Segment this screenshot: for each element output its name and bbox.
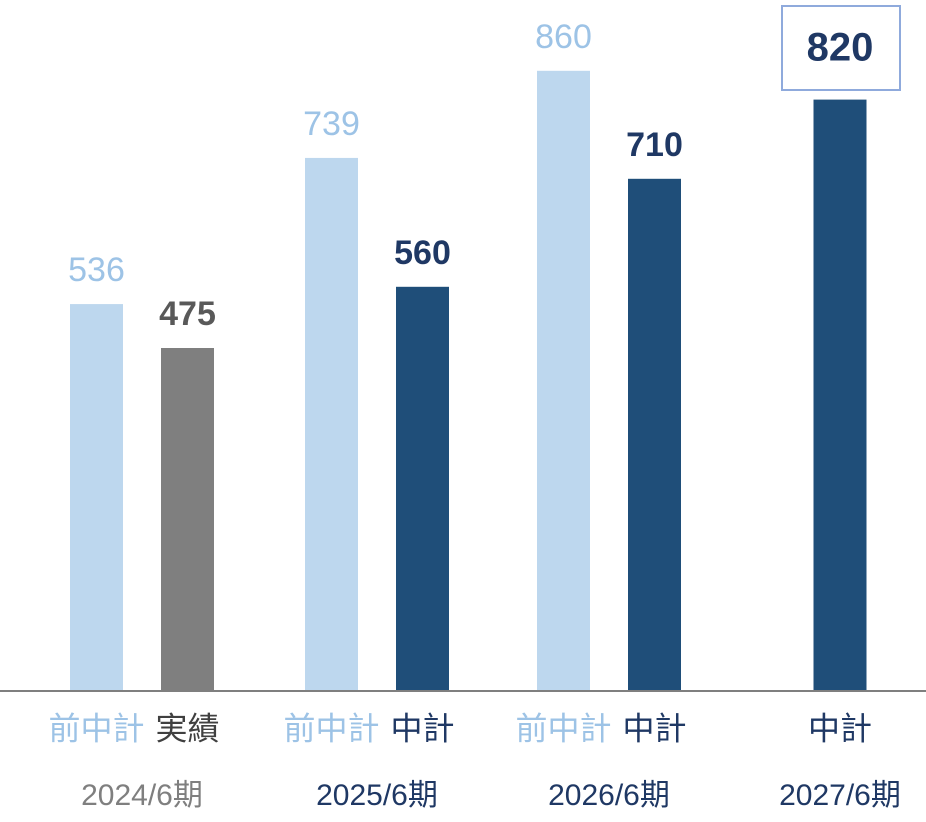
bar-label: 実績: [155, 710, 219, 746]
bar-label: 前中計: [515, 710, 611, 746]
bar-label: 中計: [390, 710, 454, 746]
value-label: 739: [303, 105, 360, 143]
value-label: 710: [626, 126, 683, 164]
period-label: 2027/6期: [779, 779, 901, 812]
bar: [537, 70, 590, 691]
bar-label: 中計: [622, 710, 686, 746]
value-label: 860: [535, 18, 592, 56]
value-label: 475: [159, 295, 216, 333]
bar: [396, 286, 449, 690]
bar-label: 前中計: [283, 710, 379, 746]
value-label: 536: [68, 251, 125, 289]
value-label: 560: [394, 234, 451, 272]
bar: [628, 178, 681, 691]
bar: [305, 157, 358, 691]
period-label: 2024/6期: [81, 779, 203, 812]
period-label: 2025/6期: [316, 779, 438, 812]
bar-label: 前中計: [48, 710, 144, 746]
period-label: 2026/6期: [548, 779, 670, 812]
bar-label: 中計: [808, 710, 872, 746]
highlight-box: [781, 5, 901, 91]
bar: [813, 99, 867, 691]
bar: [70, 304, 123, 690]
value-label: 820: [807, 26, 874, 70]
bar: [161, 348, 214, 690]
